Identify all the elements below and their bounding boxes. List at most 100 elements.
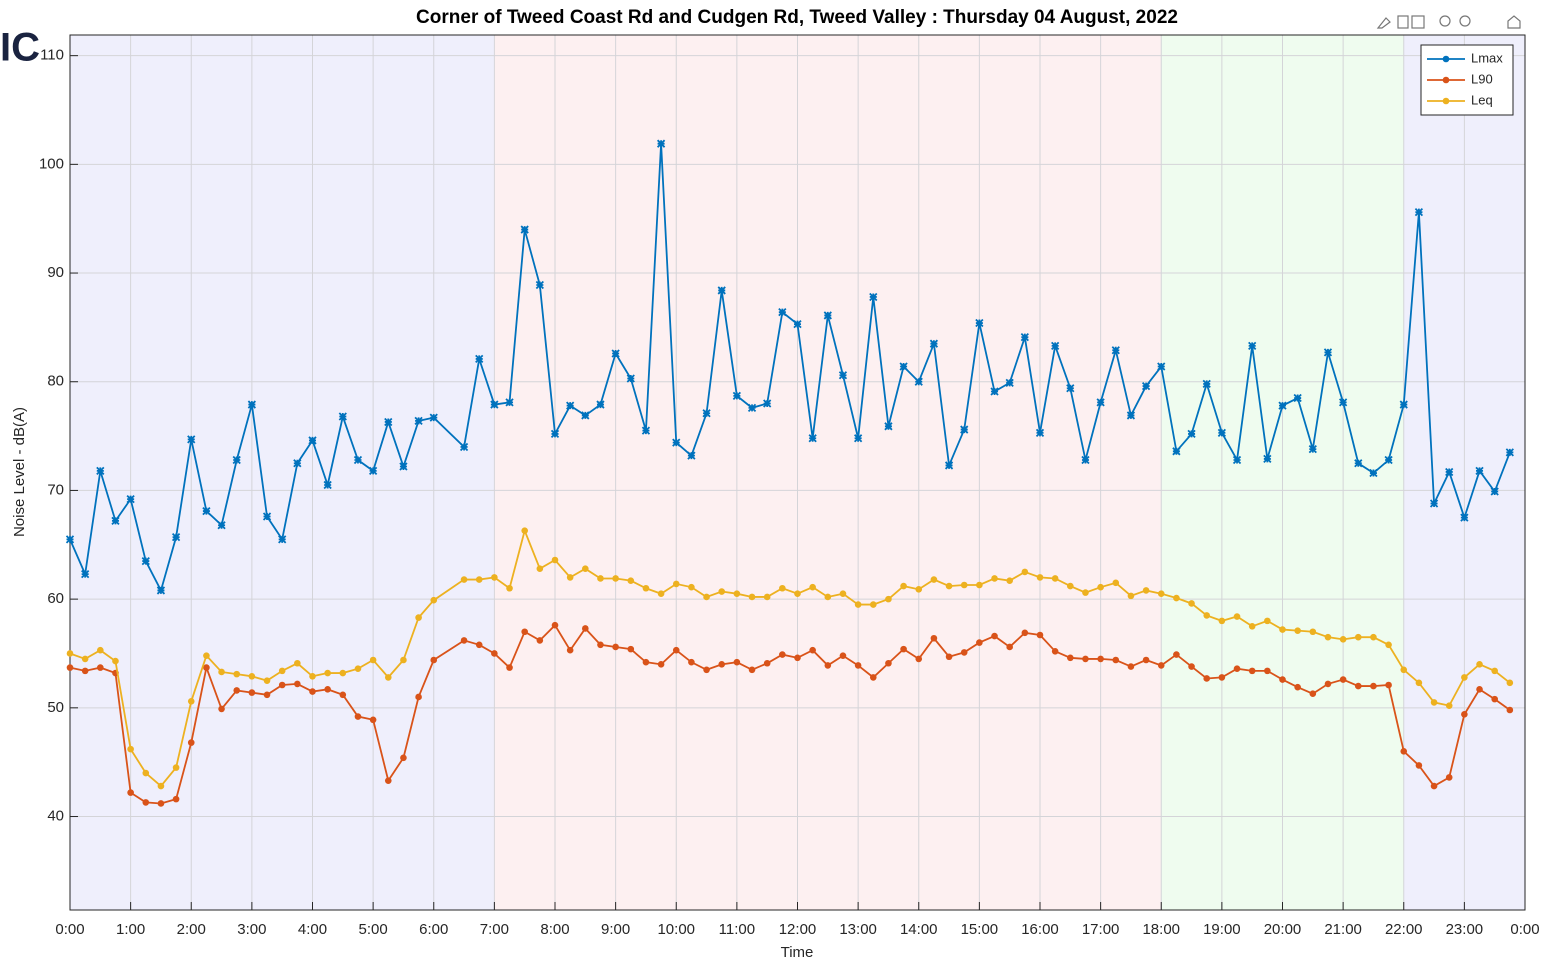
data-point — [582, 565, 589, 572]
data-point — [1308, 444, 1317, 454]
pan-icon[interactable] — [1411, 15, 1425, 29]
data-point — [854, 662, 862, 669]
time-band — [70, 35, 495, 910]
data-point — [808, 434, 817, 443]
data-point — [521, 527, 528, 534]
data-point — [309, 673, 316, 680]
data-point — [142, 769, 150, 777]
x-tick-label: 2:00 — [177, 921, 206, 938]
data-point — [1203, 612, 1211, 619]
data-point — [187, 698, 195, 705]
data-point — [899, 362, 908, 371]
data-point — [1264, 667, 1271, 675]
data-point — [111, 516, 120, 526]
data-point — [278, 535, 287, 544]
data-point — [323, 480, 332, 490]
data-point — [900, 582, 907, 590]
data-point — [869, 292, 878, 302]
data-point — [475, 641, 483, 649]
chart-title: Corner of Tweed Coast Rd and Cudgen Rd, … — [416, 7, 1178, 28]
data-point — [945, 582, 953, 590]
data-point — [763, 399, 772, 408]
data-point — [1006, 577, 1013, 584]
data-point — [1324, 680, 1332, 688]
data-point — [1430, 699, 1438, 706]
data-point — [1264, 617, 1271, 625]
data-point — [203, 652, 210, 659]
data-point — [127, 789, 134, 796]
x-tick-label: 0:00 — [1510, 921, 1539, 938]
data-point — [824, 662, 832, 669]
data-point — [368, 466, 378, 476]
x-tick-label: 6:00 — [419, 921, 448, 938]
legend-marker — [1442, 97, 1450, 105]
data-point — [475, 354, 484, 364]
datatip-icon[interactable] — [1397, 15, 1409, 29]
data-point — [991, 575, 998, 582]
data-point — [687, 451, 696, 460]
data-point — [839, 590, 847, 597]
data-point — [308, 436, 317, 445]
data-point — [490, 400, 499, 409]
data-point — [612, 643, 619, 651]
brush-icon[interactable] — [1376, 17, 1391, 29]
data-point — [460, 637, 468, 644]
toolbar — [1376, 15, 1521, 29]
data-point — [1233, 665, 1241, 672]
data-point — [672, 580, 680, 588]
time-band — [494, 35, 1162, 910]
data-point — [915, 655, 923, 663]
data-point — [612, 575, 619, 582]
x-tick-label: 10:00 — [657, 921, 695, 938]
data-point — [1414, 208, 1424, 217]
data-point — [1354, 459, 1363, 468]
data-point — [1490, 487, 1499, 496]
data-point — [97, 664, 104, 671]
y-tick-label: 100 — [39, 155, 64, 172]
data-point — [597, 575, 604, 582]
data-point — [944, 461, 954, 470]
data-point — [747, 403, 757, 412]
data-point — [976, 581, 983, 589]
data-point — [1370, 633, 1377, 641]
data-point — [717, 286, 726, 295]
zoom-in-icon[interactable] — [1439, 15, 1451, 27]
data-point — [1248, 667, 1256, 675]
data-point — [1218, 617, 1226, 625]
data-point — [915, 586, 923, 593]
zoom-out-icon[interactable] — [1459, 15, 1471, 27]
data-point — [202, 506, 211, 516]
legend-label: Leq — [1471, 92, 1493, 107]
data-point — [885, 659, 892, 667]
data-point — [794, 654, 801, 662]
data-point — [1051, 341, 1060, 351]
x-tick-label: 13:00 — [839, 921, 877, 938]
data-point — [1400, 666, 1408, 674]
data-point — [1263, 454, 1272, 464]
data-point — [1188, 663, 1195, 670]
x-tick-label: 9:00 — [601, 921, 630, 938]
data-point — [793, 319, 802, 329]
data-point — [112, 657, 119, 665]
data-point — [809, 583, 816, 591]
data-point — [430, 656, 438, 664]
data-point — [627, 577, 635, 584]
data-point — [354, 665, 362, 672]
data-point — [415, 693, 422, 701]
data-point — [1036, 574, 1044, 581]
home-icon[interactable] — [1507, 15, 1521, 29]
data-point — [505, 398, 514, 407]
data-point — [66, 650, 74, 657]
data-point — [278, 681, 286, 689]
data-point — [187, 435, 196, 444]
data-point — [884, 422, 893, 431]
data-point — [248, 673, 256, 680]
data-point — [218, 705, 225, 713]
data-point — [1218, 674, 1226, 681]
data-point — [294, 680, 301, 688]
y-tick-label: 60 — [47, 590, 64, 607]
data-point — [415, 614, 422, 621]
data-point — [1476, 686, 1483, 693]
data-point — [278, 667, 286, 675]
x-tick-label: 11:00 — [719, 921, 755, 938]
